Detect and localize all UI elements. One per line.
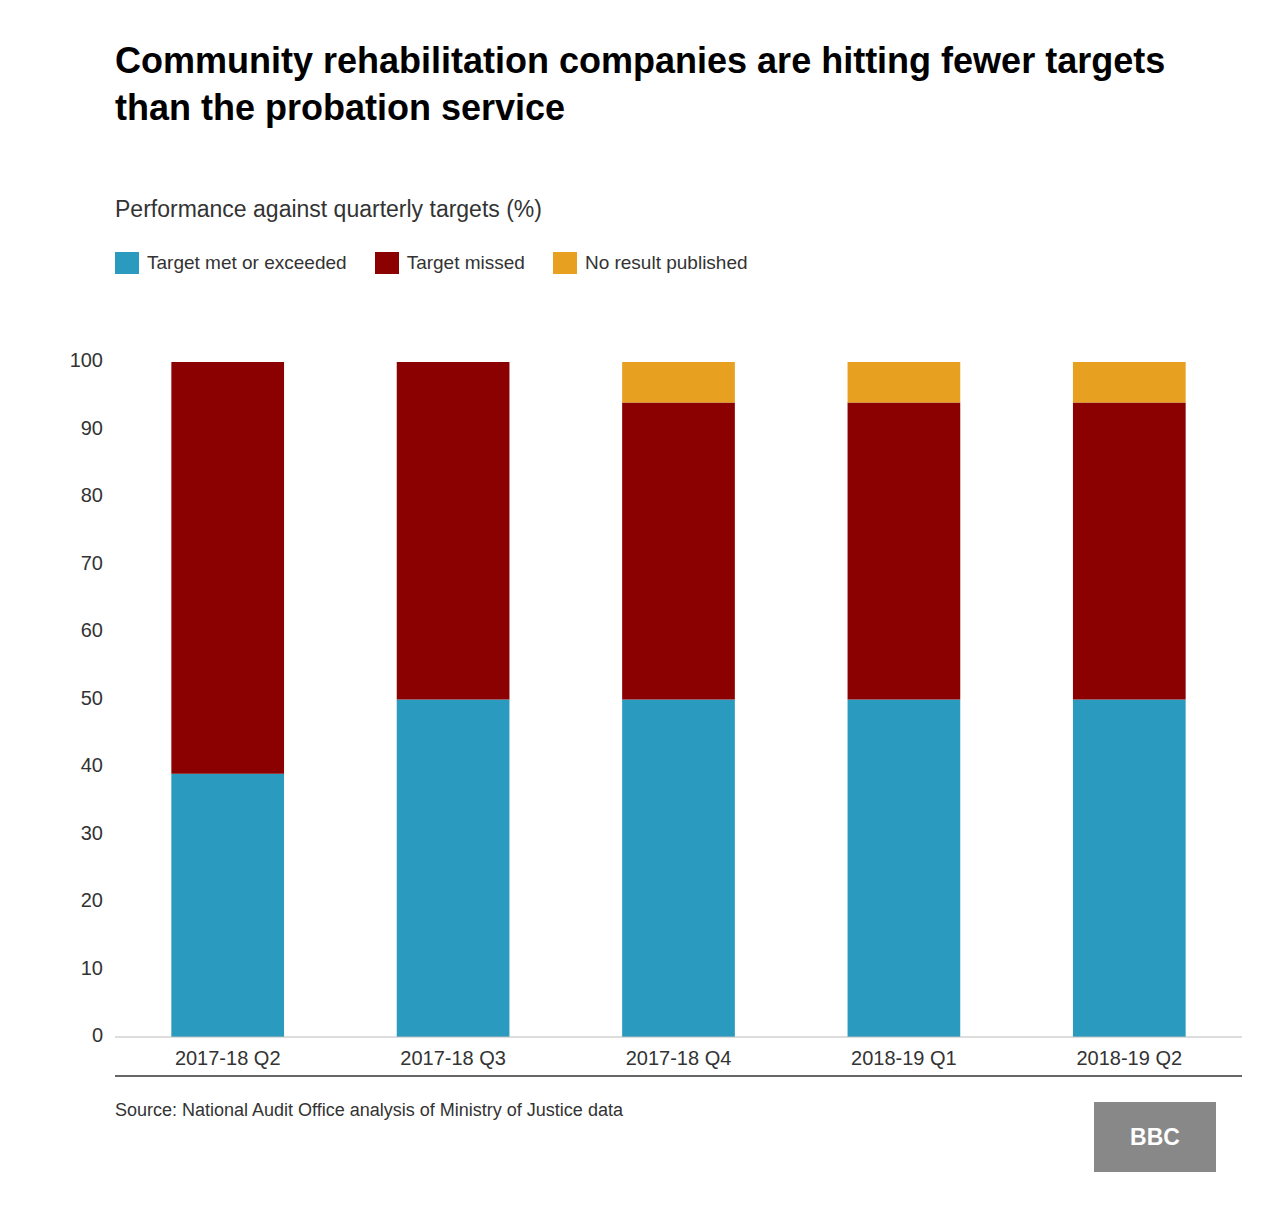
legend-item: No result published (553, 252, 748, 274)
bar (622, 362, 735, 403)
x-tick-label: 2017-18 Q3 (400, 1047, 506, 1069)
y-tick-label: 40 (81, 754, 103, 776)
bars (171, 362, 1185, 1037)
bar (1073, 403, 1186, 700)
bar (171, 774, 284, 1037)
legend-label: Target met or exceeded (147, 252, 347, 274)
y-tick-label: 10 (81, 957, 103, 979)
y-tick-label: 20 (81, 889, 103, 911)
bar (397, 362, 510, 363)
legend-swatch (375, 252, 399, 274)
y-tick-label: 80 (81, 484, 103, 506)
legend-swatch (553, 252, 577, 274)
legend: Target met or exceeded Target missed No re… (115, 252, 748, 274)
bar (622, 403, 735, 700)
bar (1073, 700, 1186, 1038)
legend-label: Target missed (407, 252, 525, 274)
bar (1073, 362, 1186, 403)
bar (397, 362, 510, 700)
legend-item: Target met or exceeded (115, 252, 347, 274)
subtitle: Performance against quarterly targets (%… (115, 196, 542, 223)
bar (848, 362, 961, 403)
bar (848, 403, 961, 700)
legend-label: No result published (585, 252, 748, 274)
legend-item: Target missed (375, 252, 525, 274)
y-tick-label: 50 (81, 687, 103, 709)
bar (848, 700, 961, 1038)
legend-swatch (115, 252, 139, 274)
x-tick-label: 2018-19 Q2 (1076, 1047, 1182, 1069)
x-tick-label: 2017-18 Q2 (175, 1047, 281, 1069)
y-tick-label: 100 (70, 349, 103, 371)
y-tick-label: 30 (81, 822, 103, 844)
logo: BBC (1094, 1102, 1216, 1172)
y-tick-label: 90 (81, 417, 103, 439)
x-axis-line (115, 1037, 1242, 1038)
bar (622, 700, 735, 1038)
y-tick-label: 70 (81, 552, 103, 574)
chart: 0 10 20 30 40 50 60 70 80 90 100 2017-18 Q2 2017-18 … (0, 0, 1280, 1206)
source-note: Source: National Audit Office analysis o… (115, 1100, 623, 1121)
x-tick-label: 2017-18 Q4 (626, 1047, 732, 1069)
bar (397, 700, 510, 1038)
separator (115, 1075, 1242, 1077)
y-tick-label: 60 (81, 619, 103, 641)
y-tick-label: 0 (92, 1024, 103, 1046)
x-tick-label: 2018-19 Q1 (851, 1047, 957, 1069)
bar (171, 362, 284, 363)
y-axis: 0 10 20 30 40 50 60 70 80 90 100 (70, 349, 103, 1046)
bar (171, 362, 284, 774)
title: Community rehabilitation companies are h… (115, 38, 1215, 132)
